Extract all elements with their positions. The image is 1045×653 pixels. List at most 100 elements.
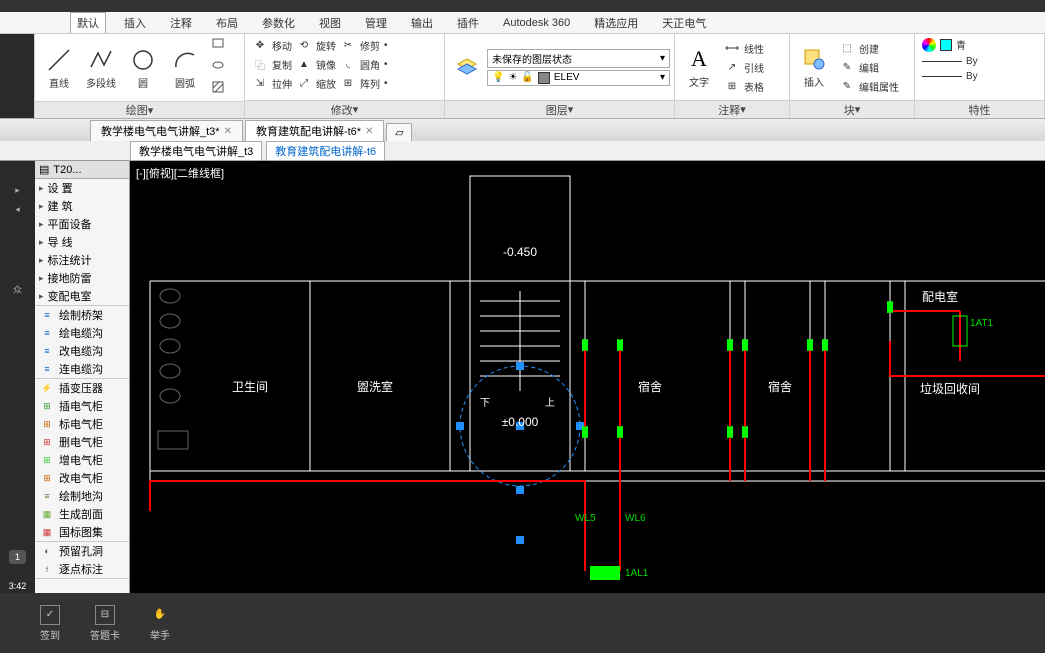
menu-active[interactable]: 默认 bbox=[70, 12, 106, 33]
menu-output[interactable]: 输出 bbox=[405, 13, 439, 33]
layer-props-button[interactable] bbox=[449, 51, 485, 83]
menu-layout[interactable]: 布局 bbox=[210, 13, 244, 33]
color-swatch[interactable] bbox=[940, 39, 952, 51]
card-icon: ⊟ bbox=[95, 605, 115, 625]
tool-category[interactable]: ▸设 置 bbox=[35, 179, 129, 197]
draw-rect-icon[interactable] bbox=[211, 36, 225, 55]
drawing-canvas[interactable]: [-][俯视][二维线框] bbox=[130, 161, 1045, 593]
tool-category[interactable]: ▸接地防雷 bbox=[35, 269, 129, 287]
tool-item[interactable]: ⊞增电气柜 bbox=[35, 451, 129, 469]
tool-item[interactable]: ⊞删电气柜 bbox=[35, 433, 129, 451]
sub-tabs: 教学楼电气电气讲解_t3 教育建筑配电讲解-t6 bbox=[0, 141, 1045, 161]
close-icon[interactable]: ✕ bbox=[224, 126, 232, 137]
chevron-right-icon: ▸ bbox=[39, 219, 44, 230]
menu-annot[interactable]: 注释 bbox=[164, 13, 198, 33]
menu-manage[interactable]: 管理 bbox=[359, 13, 393, 33]
draw-hatch-icon[interactable] bbox=[211, 80, 225, 99]
left-strip: ▸ ◂ 众 1 bbox=[0, 161, 35, 593]
menu-plugin[interactable]: 插件 bbox=[451, 13, 485, 33]
svg-text:WL5: WL5 bbox=[575, 513, 596, 524]
cmd-leader[interactable]: ↗引线 bbox=[721, 58, 767, 76]
bottom-bar: ✓签到 ⊟答题卡 ✋举手 bbox=[0, 593, 1045, 653]
cmd-create[interactable]: ⬚创建 bbox=[836, 39, 902, 57]
tool-item[interactable]: ▦生成剖面 bbox=[35, 505, 129, 523]
svg-text:垃圾回收间: 垃圾回收间 bbox=[920, 381, 980, 396]
tool-category[interactable]: ▸标注统计 bbox=[35, 251, 129, 269]
tool-icon: ⊞ bbox=[39, 400, 55, 412]
tool-category[interactable]: ▸建 筑 bbox=[35, 197, 129, 215]
tool-item[interactable]: ⟊逐点标注 bbox=[35, 560, 129, 578]
cmd-circle[interactable]: 圆 bbox=[123, 44, 163, 92]
cmd-editattr[interactable]: ✎编辑属性 bbox=[836, 77, 902, 95]
rotate-icon[interactable]: ⟲ bbox=[296, 37, 312, 53]
tool-item[interactable]: ≡绘电缆沟 bbox=[35, 324, 129, 342]
cmd-arc[interactable]: 圆弧 bbox=[165, 44, 205, 92]
stretch-icon[interactable]: ⇲ bbox=[252, 75, 268, 91]
group-layer-label: 图层 bbox=[546, 102, 568, 118]
chevron-right-icon: ▸ bbox=[39, 273, 44, 284]
tool-item[interactable]: ≡绘制桥架 bbox=[35, 306, 129, 324]
menu-insert[interactable]: 插入 bbox=[118, 13, 152, 33]
menu-featured[interactable]: 精选应用 bbox=[588, 13, 644, 33]
array-icon[interactable]: ⊞ bbox=[340, 75, 356, 91]
close-icon[interactable]: ✕ bbox=[365, 126, 373, 137]
doctab-2[interactable]: 教育建筑配电讲解-t6*✕ bbox=[245, 120, 385, 141]
tool-category[interactable]: ▸变配电室 bbox=[35, 287, 129, 305]
mirror-icon[interactable]: ▲ bbox=[296, 56, 312, 72]
toolpanel-header[interactable]: ▤ T20... bbox=[35, 161, 129, 179]
layer-state-dropdown[interactable]: 未保存的图层状态▾ bbox=[487, 49, 670, 68]
copy-icon[interactable]: ⿻ bbox=[252, 56, 268, 72]
trim-icon[interactable]: ✂ bbox=[340, 37, 356, 53]
tool-item[interactable]: ≡绘制地沟 bbox=[35, 487, 129, 505]
tool-icon: ≡ bbox=[39, 309, 55, 321]
raisehand-button[interactable]: ✋举手 bbox=[150, 605, 170, 642]
tool-icon: ▦ bbox=[39, 508, 55, 520]
cmd-insert[interactable]: 插入 bbox=[794, 43, 834, 91]
tool-item[interactable]: ≡连电缆沟 bbox=[35, 360, 129, 378]
new-tab-button[interactable]: ▱ bbox=[386, 123, 412, 141]
menu-view[interactable]: 视图 bbox=[313, 13, 347, 33]
tool-category[interactable]: ▸导 线 bbox=[35, 233, 129, 251]
menu-a360[interactable]: Autodesk 360 bbox=[497, 15, 576, 31]
subtab-2[interactable]: 教育建筑配电讲解-t6 bbox=[266, 141, 385, 161]
svg-text:1AT1: 1AT1 bbox=[970, 318, 994, 329]
cmd-edit[interactable]: ✎编辑 bbox=[836, 58, 902, 76]
scale-icon[interactable]: ⤢ bbox=[296, 75, 312, 91]
cmd-line[interactable]: 直线 bbox=[39, 44, 79, 92]
tool-item[interactable]: ⚡插变压器 bbox=[35, 379, 129, 397]
signin-button[interactable]: ✓签到 bbox=[40, 605, 60, 642]
tool-item[interactable]: ≡改电缆沟 bbox=[35, 342, 129, 360]
doctab-1[interactable]: 教学楼电气电气讲解_t3*✕ bbox=[90, 120, 243, 141]
tool-item[interactable]: ⊞插电气柜 bbox=[35, 397, 129, 415]
group-modify-label: 修改 bbox=[331, 102, 353, 118]
tool-category[interactable]: ▸平面设备 bbox=[35, 215, 129, 233]
subtab-1[interactable]: 教学楼电气电气讲解_t3 bbox=[130, 141, 262, 161]
check-icon: ✓ bbox=[40, 605, 60, 625]
time-label: 3:42 bbox=[0, 581, 35, 591]
menu-tz[interactable]: 天正电气 bbox=[656, 13, 712, 33]
cmd-table[interactable]: ⊞表格 bbox=[721, 77, 767, 95]
fillet-icon[interactable]: ◟ bbox=[340, 56, 356, 72]
tool-icon: ≡ bbox=[39, 490, 55, 502]
cmd-text[interactable]: A文字 bbox=[679, 43, 719, 91]
menu-param[interactable]: 参数化 bbox=[256, 13, 301, 33]
sun-icon: ☀ bbox=[508, 72, 517, 83]
cmd-linear[interactable]: ⟷线性 bbox=[721, 39, 767, 57]
tool-item[interactable]: ⊞标电气柜 bbox=[35, 415, 129, 433]
tool-item[interactable]: ⊞改电气柜 bbox=[35, 469, 129, 487]
move-icon[interactable]: ✥ bbox=[252, 37, 268, 53]
cmd-polyline[interactable]: 多段线 bbox=[81, 44, 121, 92]
color-wheel-icon[interactable] bbox=[922, 38, 936, 52]
svg-text:宿舍: 宿舍 bbox=[768, 379, 792, 394]
answer-button[interactable]: ⊟答题卡 bbox=[90, 605, 120, 642]
chevron-right-icon: ▸ bbox=[39, 183, 44, 194]
hand-icon: ✋ bbox=[150, 605, 170, 625]
chevron-right-icon: ▸ bbox=[39, 291, 44, 302]
group-block-label: 块 bbox=[844, 102, 855, 118]
badge-1: 1 bbox=[9, 550, 26, 564]
layer-current-dropdown[interactable]: 💡☀🔓ELEV▾ bbox=[487, 70, 670, 86]
tool-item[interactable]: ◐预留孔洞 bbox=[35, 542, 129, 560]
tool-item[interactable]: ▦国标图集 bbox=[35, 523, 129, 541]
tool-icon: ≡ bbox=[39, 345, 55, 357]
draw-ellipse-icon[interactable] bbox=[211, 58, 225, 77]
